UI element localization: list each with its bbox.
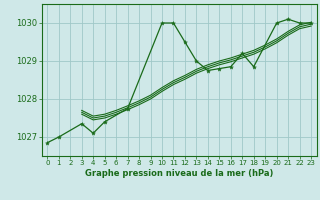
X-axis label: Graphe pression niveau de la mer (hPa): Graphe pression niveau de la mer (hPa) (85, 169, 273, 178)
